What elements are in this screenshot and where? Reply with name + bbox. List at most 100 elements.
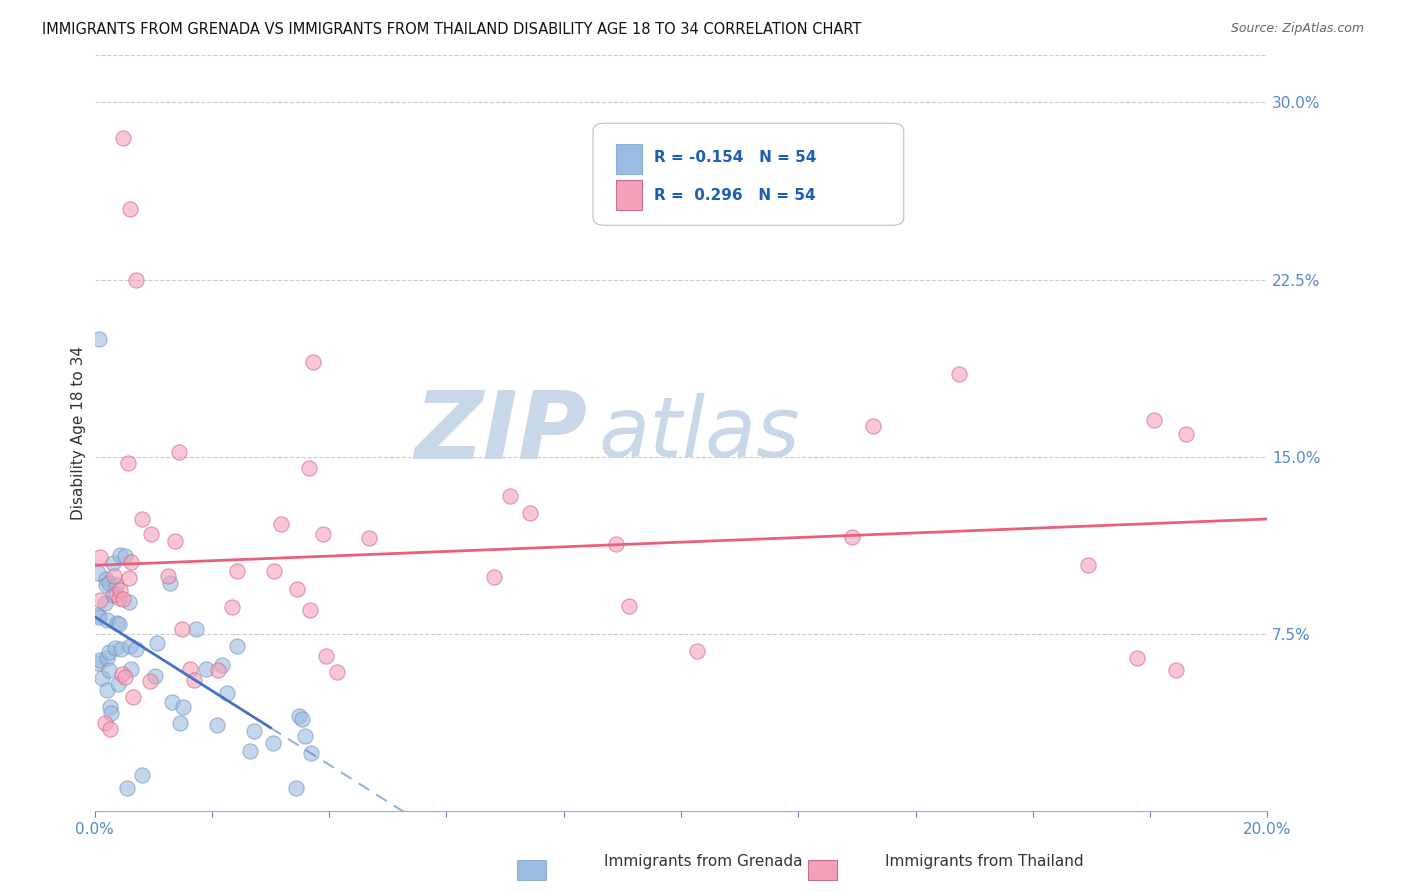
Point xyxy=(172,699,194,714)
Point xyxy=(118,571,141,585)
Point xyxy=(686,643,709,657)
Point xyxy=(101,588,124,602)
Text: ZIP: ZIP xyxy=(415,387,588,479)
Point xyxy=(163,534,186,549)
Point xyxy=(862,419,884,434)
Point xyxy=(118,595,141,609)
Text: atlas: atlas xyxy=(599,392,800,474)
Point xyxy=(315,648,337,663)
Point xyxy=(94,596,117,610)
Y-axis label: Disability Age 18 to 34: Disability Age 18 to 34 xyxy=(72,346,86,520)
Point xyxy=(270,516,292,531)
Point xyxy=(114,669,136,683)
Point xyxy=(112,591,135,606)
Point xyxy=(131,512,153,526)
FancyBboxPatch shape xyxy=(593,123,904,226)
Point xyxy=(302,355,325,369)
Point xyxy=(221,599,243,614)
Point xyxy=(103,569,125,583)
Point xyxy=(104,578,127,592)
Point xyxy=(226,564,249,578)
Point xyxy=(96,614,118,628)
Point xyxy=(263,564,285,578)
Point xyxy=(183,673,205,687)
Point xyxy=(90,671,112,685)
Point xyxy=(298,602,321,616)
Point xyxy=(139,526,162,541)
Point xyxy=(105,616,128,631)
Point xyxy=(519,506,541,520)
Point xyxy=(605,537,627,551)
Point xyxy=(114,549,136,564)
Point xyxy=(179,662,201,676)
Point xyxy=(125,273,148,287)
Point xyxy=(170,622,193,636)
Point xyxy=(108,582,131,597)
Point xyxy=(159,576,181,591)
Point xyxy=(1175,426,1198,441)
Point xyxy=(841,530,863,544)
Point xyxy=(499,489,522,503)
Point xyxy=(94,577,117,591)
Point xyxy=(86,566,108,581)
Point xyxy=(96,651,118,665)
Point xyxy=(1143,413,1166,427)
Point xyxy=(298,460,321,475)
Point xyxy=(104,587,127,601)
Point xyxy=(311,526,333,541)
Point xyxy=(1126,650,1149,665)
Point xyxy=(98,645,121,659)
Point xyxy=(169,716,191,731)
Point xyxy=(98,699,121,714)
Point xyxy=(326,665,349,679)
Point xyxy=(120,662,142,676)
Text: Source: ZipAtlas.com: Source: ZipAtlas.com xyxy=(1230,22,1364,36)
Bar xyxy=(616,180,643,211)
Point xyxy=(291,712,314,726)
Point xyxy=(1077,558,1099,573)
Point xyxy=(86,656,108,670)
Point xyxy=(89,653,111,667)
Point xyxy=(948,368,970,382)
Point xyxy=(89,549,111,564)
Point xyxy=(117,456,139,470)
Point xyxy=(104,641,127,656)
Point xyxy=(98,663,121,677)
Point xyxy=(100,706,122,720)
Point xyxy=(299,746,322,760)
Point xyxy=(98,722,121,736)
Point xyxy=(617,599,640,614)
Point xyxy=(184,622,207,636)
Point xyxy=(215,685,238,699)
Text: R =  0.296   N = 54: R = 0.296 N = 54 xyxy=(654,187,815,202)
Point xyxy=(94,716,117,731)
Point xyxy=(111,667,134,681)
Point xyxy=(239,744,262,758)
Point xyxy=(157,569,180,583)
Point xyxy=(89,610,111,624)
Point xyxy=(115,780,138,795)
Point xyxy=(96,682,118,697)
Point xyxy=(112,131,135,145)
Text: IMMIGRANTS FROM GRENADA VS IMMIGRANTS FROM THAILAND DISABILITY AGE 18 TO 34 CORR: IMMIGRANTS FROM GRENADA VS IMMIGRANTS FR… xyxy=(42,22,862,37)
Point xyxy=(118,639,141,653)
Point xyxy=(160,695,183,709)
Point xyxy=(211,658,233,673)
Point xyxy=(146,636,169,650)
Point xyxy=(285,582,308,596)
Point xyxy=(357,531,380,545)
Point xyxy=(143,669,166,683)
Point xyxy=(108,549,131,563)
Point xyxy=(110,642,132,657)
Point xyxy=(139,674,162,689)
Point xyxy=(103,556,125,570)
Point xyxy=(1166,663,1188,677)
Bar xyxy=(616,144,643,174)
Point xyxy=(226,639,249,653)
Point xyxy=(124,641,146,656)
Point xyxy=(285,780,308,795)
Point xyxy=(243,723,266,738)
Point xyxy=(167,445,190,459)
Point xyxy=(97,576,120,591)
Point xyxy=(118,202,141,216)
